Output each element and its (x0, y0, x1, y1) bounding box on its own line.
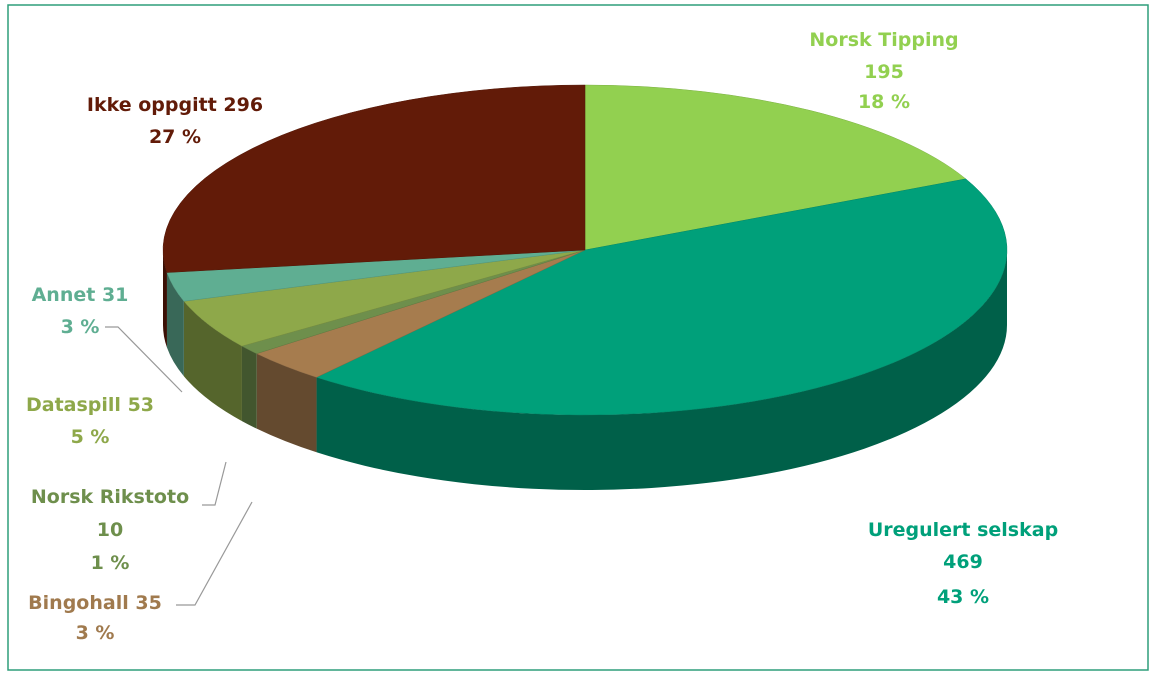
value-label: 35 (135, 592, 161, 614)
pie-side (256, 353, 317, 453)
value-label: 53 (128, 394, 154, 416)
pie-side (241, 346, 257, 429)
pie-slice (162, 84, 586, 273)
category-label: Bingohall (28, 592, 129, 614)
value-label: 10 (97, 519, 123, 541)
data-label: 195 (864, 61, 904, 83)
pie-side (183, 301, 242, 422)
data-label: Ikke oppgitt 296 (87, 94, 263, 116)
data-label: Dataspill 53 (26, 394, 154, 416)
percent-label: 27 % (149, 126, 201, 148)
pie-side (163, 250, 167, 348)
data-label: Uregulert selskap (868, 519, 1058, 541)
category-label: Norsk Tipping (809, 29, 958, 51)
value-label: 469 (943, 551, 983, 573)
category-label: Ikke oppgitt (87, 94, 217, 116)
data-label: 10 (97, 519, 123, 541)
pie-side (166, 272, 184, 377)
data-label: Bingohall 35 (28, 592, 162, 614)
data-label: 18 % (858, 91, 910, 113)
category-label: Dataspill (26, 394, 121, 416)
data-label: Norsk Rikstoto (31, 486, 189, 508)
data-label: Annet 31 (32, 284, 129, 306)
pie-side (316, 250, 1007, 490)
data-label: 3 % (76, 622, 115, 644)
pie-slice (315, 178, 1008, 416)
value-label: 296 (223, 94, 263, 116)
data-label: 3 % (61, 316, 100, 338)
category-label: Annet (32, 284, 96, 306)
category-label: Uregulert selskap (868, 519, 1058, 541)
value-label: 195 (864, 61, 904, 83)
labels: Norsk Tipping 195 18 % Uregulert selskap 469… (26, 29, 1058, 644)
percent-label: 43 % (937, 586, 989, 608)
pie-tops (162, 84, 1008, 416)
data-label: 5 % (71, 426, 110, 448)
pie-slice (584, 84, 967, 251)
leader-line (176, 501, 253, 606)
percent-label: 3 % (76, 622, 115, 644)
pie-sides (163, 250, 1007, 490)
percent-label: 5 % (71, 426, 110, 448)
leader-line (202, 461, 227, 506)
leader-line (105, 326, 183, 393)
percent-label: 1 % (91, 552, 130, 574)
data-label: 1 % (91, 552, 130, 574)
data-label: Norsk Tipping (809, 29, 958, 51)
data-label: 27 % (149, 126, 201, 148)
data-label: 469 (943, 551, 983, 573)
percent-label: 3 % (61, 316, 100, 338)
percent-label: 18 % (858, 91, 910, 113)
data-label: 43 % (937, 586, 989, 608)
value-label: 31 (102, 284, 128, 306)
category-label: Norsk Rikstoto (31, 486, 189, 508)
